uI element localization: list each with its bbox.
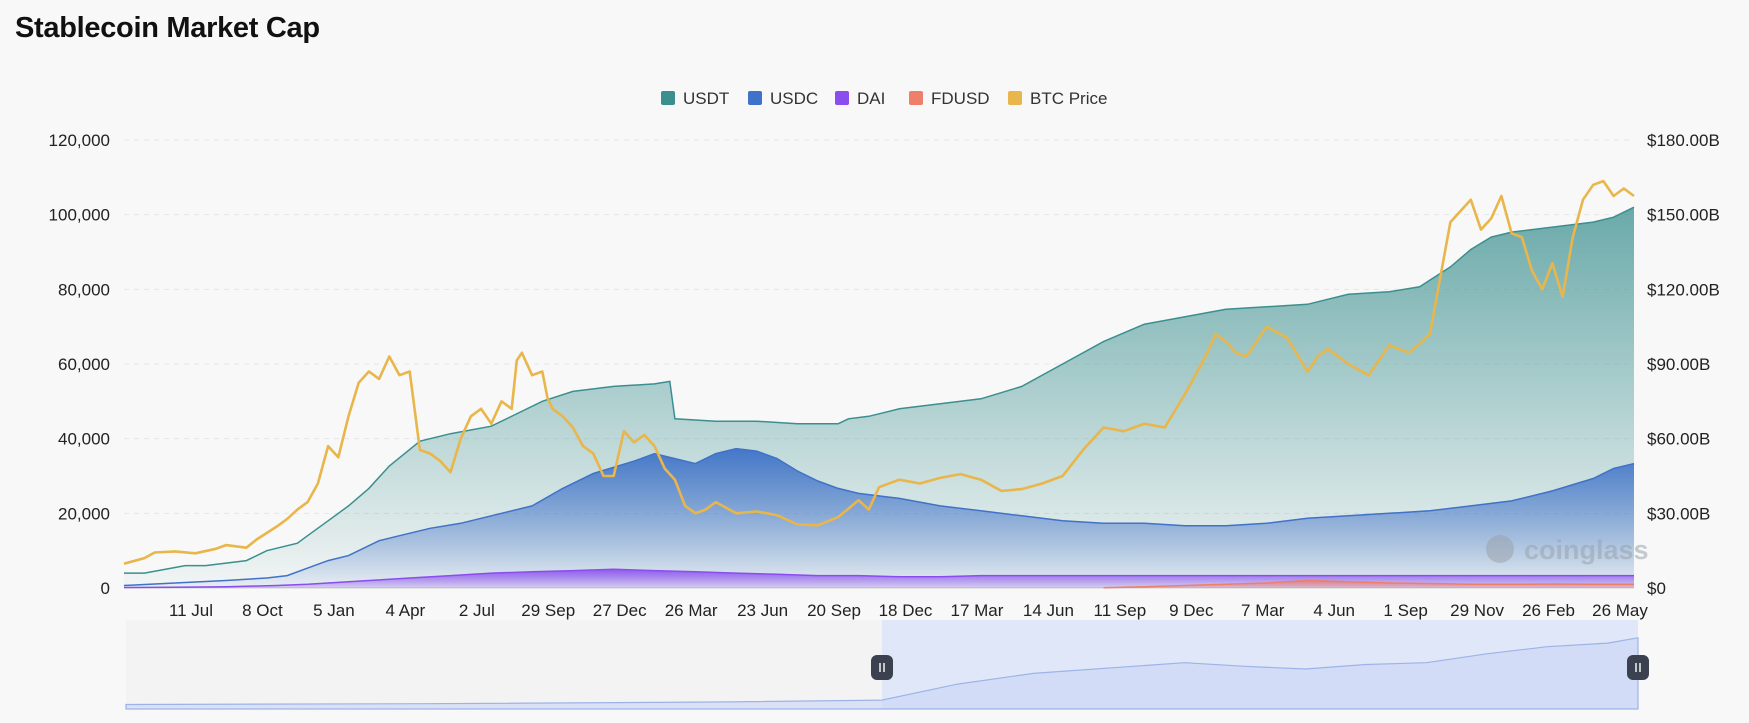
x-tick-label: 29 Sep xyxy=(521,601,575,620)
x-tick-label: 14 Jun xyxy=(1023,601,1074,620)
y-left-tick: 40,000 xyxy=(58,430,110,449)
legend-swatch xyxy=(661,91,675,105)
navigator-handle-right[interactable] xyxy=(1627,655,1649,680)
range-navigator[interactable] xyxy=(125,620,1649,710)
series-usdt xyxy=(124,206,1635,588)
y-right-tick: $180.00B xyxy=(1647,131,1720,150)
legend-label: BTC Price xyxy=(1030,89,1107,108)
legend-item[interactable]: USDC xyxy=(748,89,818,108)
y-right-tick: $60.00B xyxy=(1647,430,1710,449)
legend-swatch xyxy=(835,91,849,105)
y-left-tick: 120,000 xyxy=(49,131,110,150)
x-tick-label: 17 Mar xyxy=(950,601,1003,620)
navigator-handle-left[interactable] xyxy=(871,655,893,680)
handle-knob[interactable] xyxy=(1627,655,1649,680)
x-tick-label: 11 Sep xyxy=(1094,601,1147,620)
area-fdusd xyxy=(1103,580,1634,588)
legend-item[interactable]: USDT xyxy=(661,89,729,108)
x-tick-label: 8 Oct xyxy=(242,601,283,620)
line-usdt xyxy=(124,206,1635,574)
x-tick-label: 27 Dec xyxy=(593,601,647,620)
navigator-series xyxy=(125,637,1639,710)
legend-item[interactable]: DAI xyxy=(835,89,885,108)
series-usdc xyxy=(123,447,1635,588)
x-tick-label: 26 Mar xyxy=(665,601,718,620)
x-tick-label: 23 Jun xyxy=(737,601,788,620)
watermark-text: coinglass xyxy=(1524,535,1649,565)
line-fdusd xyxy=(1103,579,1634,589)
x-tick-label: 2 Jul xyxy=(459,601,495,620)
x-tick-label: 5 Jan xyxy=(313,601,355,620)
x-tick-label: 26 May xyxy=(1592,601,1648,620)
legend-label: USDT xyxy=(683,89,729,108)
x-tick-label: 20 Sep xyxy=(807,601,861,620)
line-usdc xyxy=(123,447,1635,587)
x-tick-label: 26 Feb xyxy=(1522,601,1575,620)
line-dai xyxy=(123,568,1634,589)
legend-swatch xyxy=(909,91,923,105)
legend-item[interactable]: FDUSD xyxy=(909,89,990,108)
axes: 0 20,000 40,000 60,000 80,000 100,000 120,000 $… xyxy=(49,131,1720,620)
legend-swatch xyxy=(748,91,762,105)
page-title: Stablecoin Market Cap xyxy=(15,12,320,44)
y-left-tick: 0 xyxy=(101,579,110,598)
y-left-tick: 100,000 xyxy=(49,206,110,225)
x-tick-label: 1 Sep xyxy=(1383,601,1427,620)
y-left-tick: 80,000 xyxy=(58,280,110,299)
legend-label: USDC xyxy=(770,89,818,108)
y-left-tick: 20,000 xyxy=(58,504,110,523)
series-fdusd xyxy=(1103,579,1634,589)
x-tick-label: 11 Jul xyxy=(169,601,213,620)
legend-swatch xyxy=(1008,91,1022,105)
x-tick-label: 9 Dec xyxy=(1169,601,1214,620)
area-usdt xyxy=(124,207,1634,588)
legend-item[interactable]: BTC Price xyxy=(1008,89,1107,108)
y-right-tick: $30.00B xyxy=(1647,504,1710,523)
coinglass-watermark: coinglass xyxy=(1486,535,1649,565)
y-right-tick: $0 xyxy=(1647,579,1666,598)
line-btc-price xyxy=(123,179,1635,565)
x-tick-label: 4 Apr xyxy=(385,601,425,620)
legend-label: FDUSD xyxy=(931,89,990,108)
y-left-tick: 60,000 xyxy=(58,355,110,374)
x-tick-label: 4 Jun xyxy=(1313,601,1355,620)
handle-knob[interactable] xyxy=(871,655,893,680)
y-right-tick: $120.00B xyxy=(1647,280,1720,299)
y-right-tick: $90.00B xyxy=(1647,355,1710,374)
x-tick-label: 7 Mar xyxy=(1241,601,1285,620)
legend-label: DAI xyxy=(857,89,885,108)
y-right-tick: $150.00B xyxy=(1647,206,1720,225)
x-tick-label: 29 Nov xyxy=(1450,601,1504,620)
x-tick-label: 18 Dec xyxy=(879,601,933,620)
legend[interactable]: USDT USDC DAI FDUSD BTC Price xyxy=(661,89,1107,108)
coinglass-logo-icon xyxy=(1486,535,1514,563)
area-usdc xyxy=(124,448,1634,588)
